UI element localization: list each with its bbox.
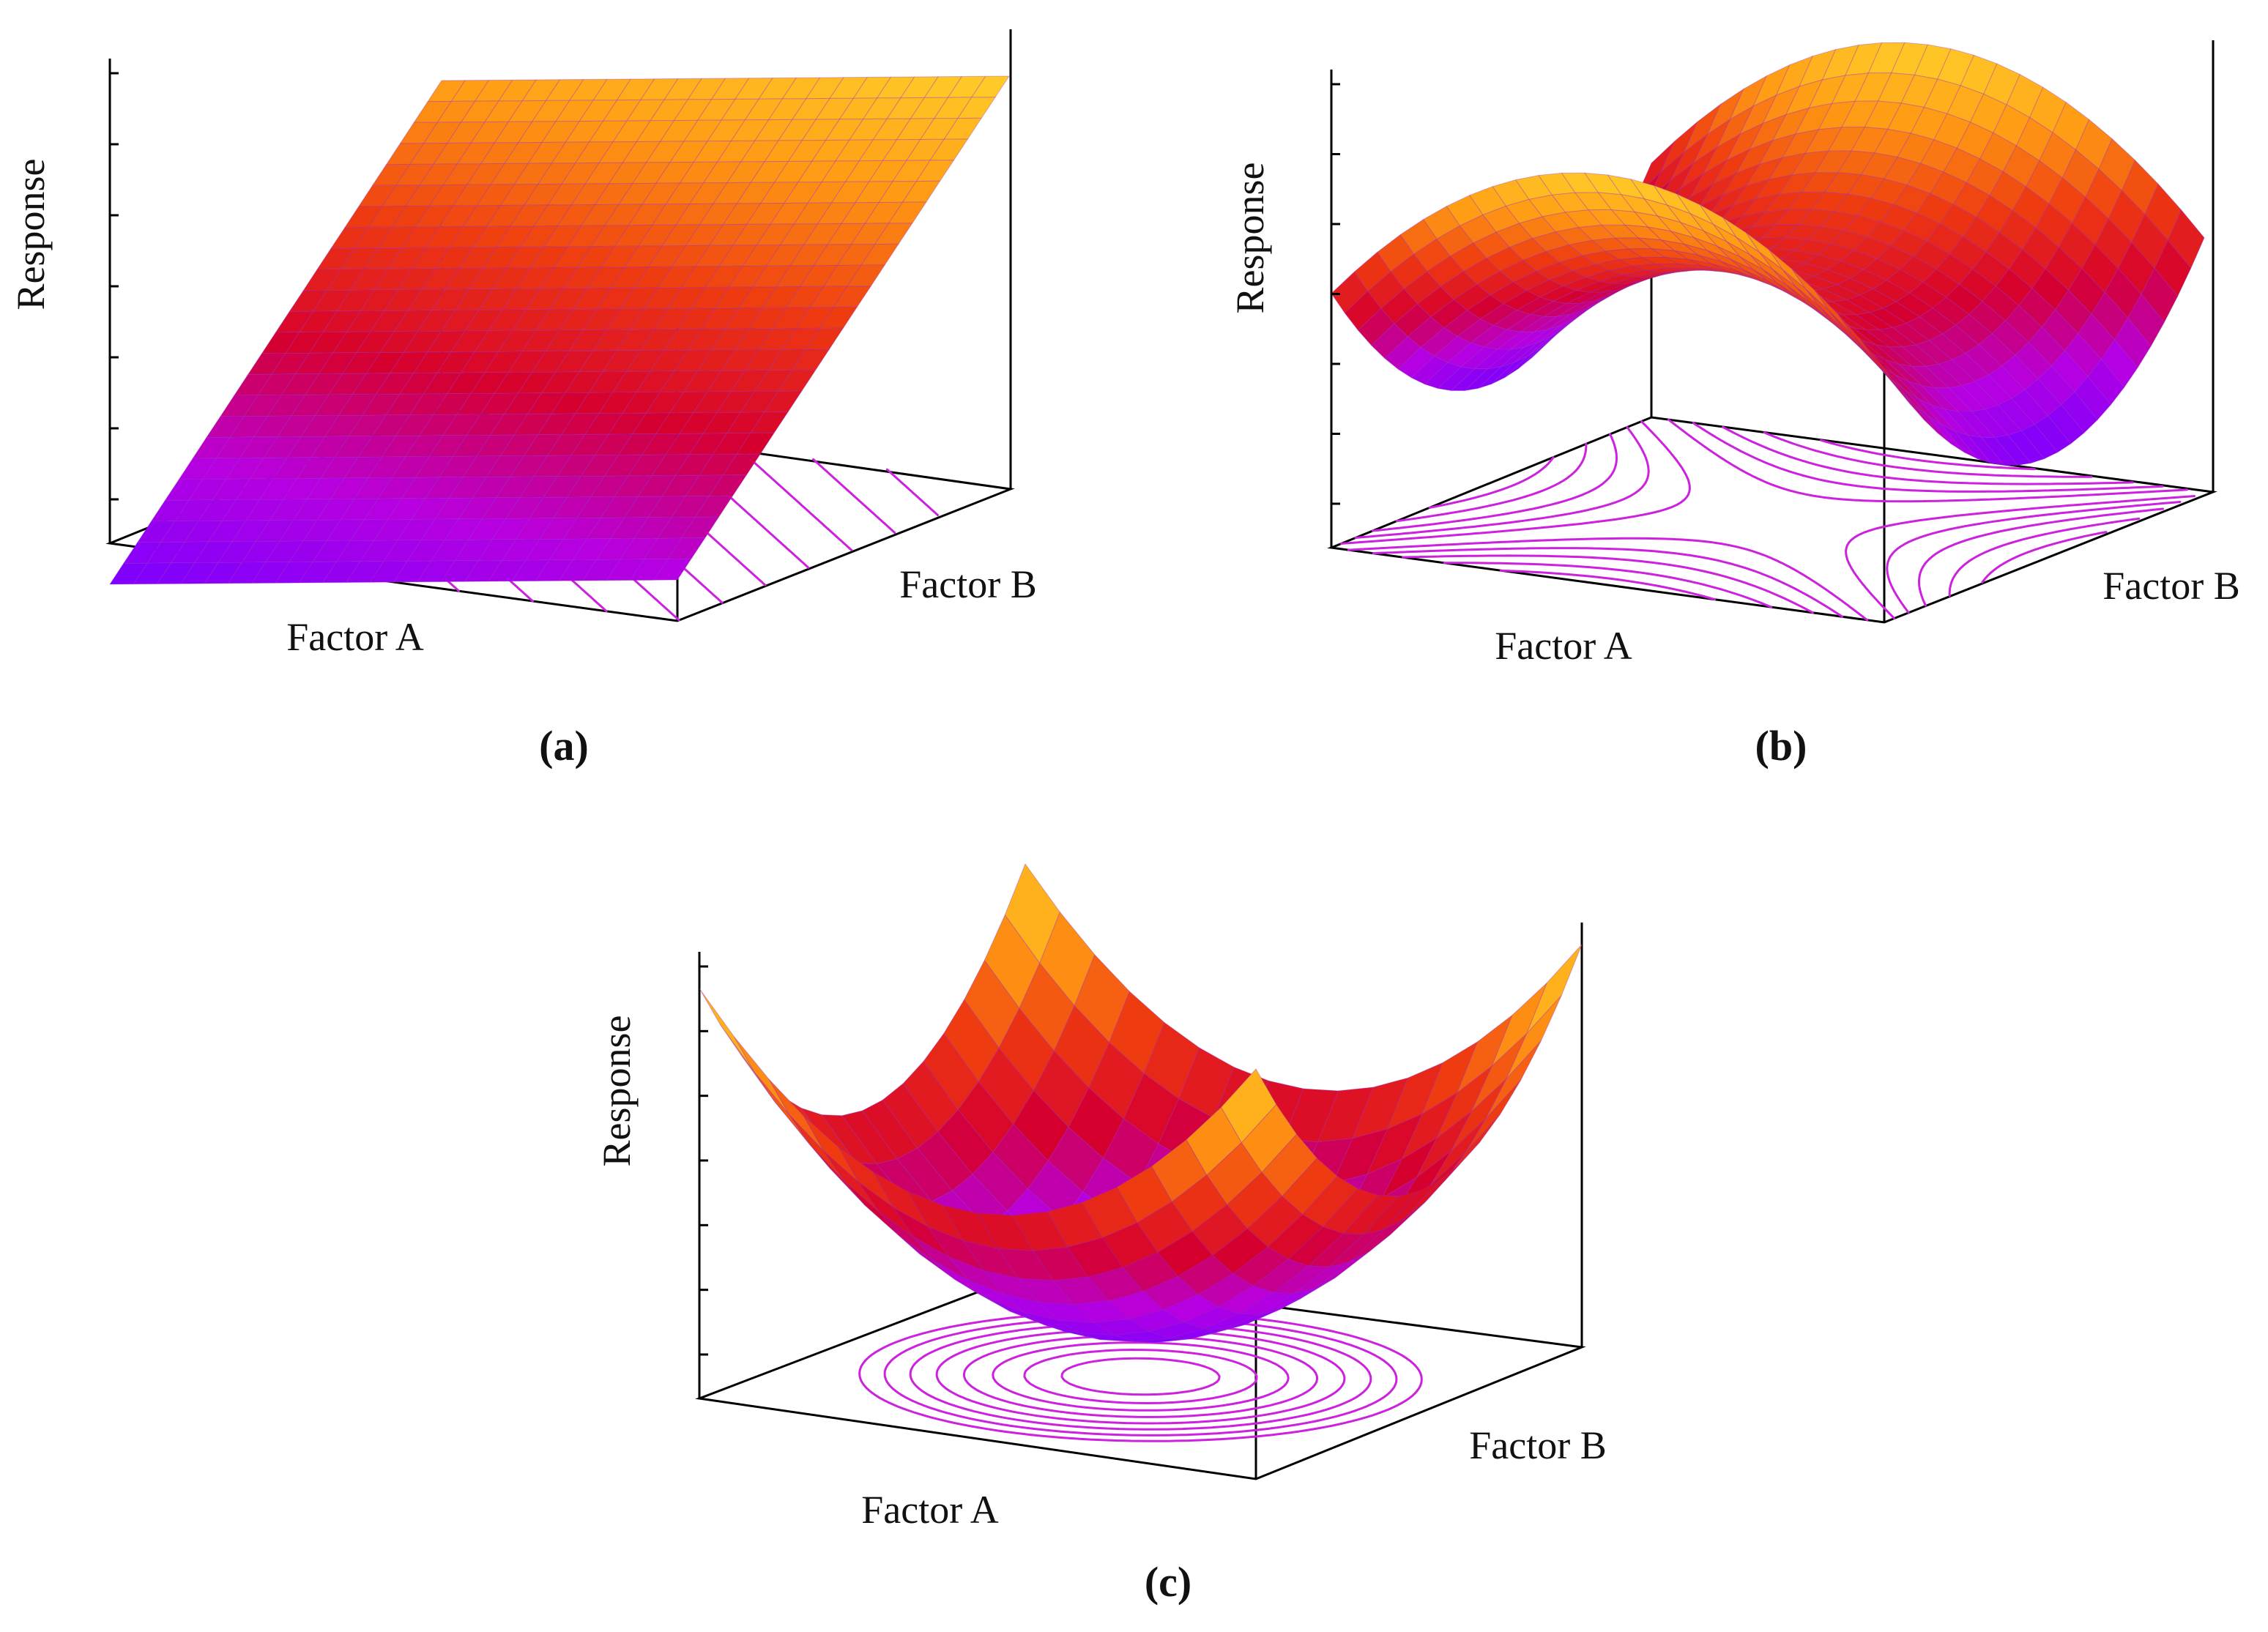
xlabel-a: Factor A [286,615,423,659]
panel-label-a: (a) [539,722,589,770]
surface-cell [1220,1068,1277,1144]
contour-line [858,1311,1423,1442]
contour-line [1023,1349,1258,1404]
z-ticks-b [1331,83,1340,505]
ylabel-b: Factor B [2102,564,2239,608]
contour-line [1340,420,2196,619]
surface-cell [1485,1040,1542,1119]
surface-cell [652,558,692,581]
contour-line [1060,1357,1221,1396]
surface-cell [1927,415,1965,453]
panel-a: Response Factor A Factor B (a) [9,29,1037,770]
surface-cell [694,495,734,518]
surface-cell [736,432,776,455]
surface-cell [1966,434,2006,466]
surface-cell [1861,340,1898,388]
floor-contours-b [1340,418,2196,622]
contour-line [1402,425,2134,614]
surface-a [109,75,1010,585]
surface-cell [2034,414,2072,453]
panel-b: Response Factor A Factor B (b) [1228,40,2240,770]
surface-cell [1526,944,1583,1035]
surface-cell [874,223,913,245]
z-ticks-c [699,965,708,1356]
contour-line [1428,456,2108,584]
contour-line [1395,442,2141,597]
surface-cell [734,1036,790,1115]
surface-cell [805,327,844,350]
surface-cell [2087,358,2125,406]
xlabel-c: Factor A [861,1488,998,1532]
surface-cell [833,286,872,308]
surface-cell [2047,404,2085,444]
ylabel-c: Factor B [1469,1423,1606,1467]
contour-line [1347,418,2189,622]
contour-line [885,468,940,517]
zlabel-b: Response [1228,163,1272,314]
panel-c: Response Factor A Factor B (c) [595,862,1607,1606]
contour-line [1499,439,2037,601]
contour-line [963,1335,1318,1418]
surface-cell [888,201,927,224]
surface-cell [708,474,748,497]
surface-cell [666,537,706,560]
surface-cell [929,138,969,161]
contour-line [1354,426,2182,614]
surface-cell [1465,1080,1522,1153]
contour-line [992,1341,1290,1412]
xlabel-b: Factor A [1495,624,1632,668]
contour-line [1443,431,2093,608]
surface-cell [763,390,803,413]
zlabel-a: Response [9,159,53,310]
panel-label-c: (c) [1145,1558,1191,1606]
surface-c [699,862,1583,1344]
surface-cell [847,264,886,287]
contour-line [1372,422,2164,618]
surface-cell [777,369,817,392]
surface-b [1331,42,2205,466]
surface-cell [749,411,789,434]
surface-cell [791,349,830,371]
panel-label-b: (b) [1755,722,1807,770]
contour-line [1372,433,2164,607]
surface-cell [680,516,720,539]
ylabel-a: Factor B [899,562,1036,606]
contour-line [812,458,896,534]
surface-cell [722,453,762,476]
z-ticks-a [110,72,119,501]
surface-cell [2020,423,2059,460]
zlabel-c: Response [595,1016,639,1167]
